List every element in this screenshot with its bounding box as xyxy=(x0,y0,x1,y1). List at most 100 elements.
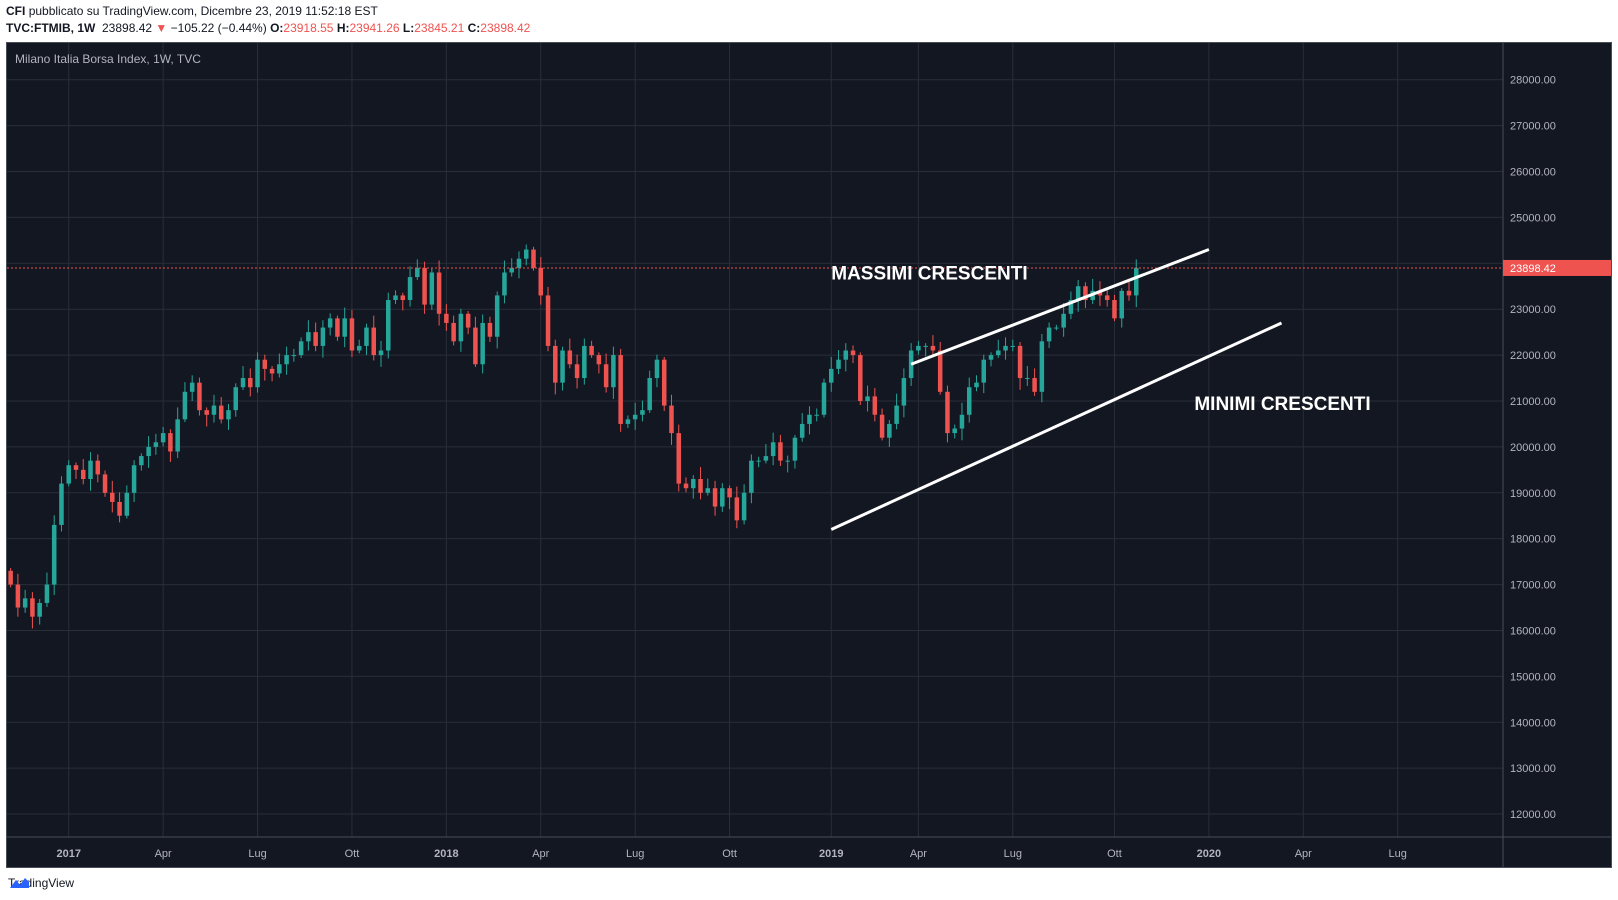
candle-body xyxy=(1134,267,1139,296)
candle-body xyxy=(923,345,928,347)
candle-body xyxy=(872,396,878,415)
candle-body xyxy=(393,295,398,301)
y-tick-label: 25000.00 xyxy=(1510,212,1556,224)
candle-body xyxy=(44,584,50,603)
tradingview-logo-icon xyxy=(10,878,29,888)
candle-body xyxy=(966,387,972,415)
x-tick-label: 2020 xyxy=(1197,848,1221,860)
candle-body xyxy=(320,327,326,346)
candle-body xyxy=(589,345,594,356)
candle-body xyxy=(131,465,137,493)
candle-body xyxy=(175,419,180,452)
x-tick-label: Apr xyxy=(1295,848,1312,860)
candle-body xyxy=(30,598,35,617)
candle-body xyxy=(734,497,740,521)
candle-body xyxy=(415,267,420,278)
publisher-name: CFI xyxy=(6,4,26,18)
candle-body xyxy=(66,465,71,484)
candle-body xyxy=(974,382,979,388)
candle-body xyxy=(356,345,362,351)
candle-body xyxy=(1010,345,1016,347)
candle-body xyxy=(298,341,304,356)
candle-body xyxy=(981,359,987,383)
candle-body xyxy=(444,313,449,323)
candle-body xyxy=(473,327,478,365)
candle-body xyxy=(553,345,558,383)
candle-body xyxy=(168,433,173,452)
chart-panel[interactable]: 28000.0027000.0026000.0025000.0024000.00… xyxy=(6,42,1612,868)
candle-body xyxy=(945,391,950,434)
y-tick-label: 28000.00 xyxy=(1510,75,1556,87)
last-price-tag-label: 23898.42 xyxy=(1510,263,1556,275)
candle-body xyxy=(306,332,311,342)
candle-body xyxy=(799,423,805,438)
y-tick-label: 17000.00 xyxy=(1510,580,1556,592)
candle-body xyxy=(669,405,674,434)
candle-body xyxy=(400,295,406,301)
candle-body xyxy=(720,488,725,507)
candle-body xyxy=(1119,290,1124,319)
candle-body xyxy=(1061,313,1066,328)
candle-body xyxy=(502,272,507,296)
upper-trendline[interactable] xyxy=(910,248,1210,366)
y-tick-label: 26000.00 xyxy=(1510,167,1556,179)
y-tick-label: 21000.00 xyxy=(1510,396,1556,408)
candle-body xyxy=(959,414,965,429)
candle-body xyxy=(712,488,718,507)
candle-body xyxy=(509,267,514,273)
candle-body xyxy=(792,437,798,461)
candle-body xyxy=(248,378,253,388)
candle-body xyxy=(1083,286,1088,301)
candle-body xyxy=(894,405,899,424)
lower-trendline[interactable] xyxy=(830,321,1283,531)
candle-body xyxy=(1017,345,1023,379)
candle-body xyxy=(8,570,13,585)
x-tick-label: Lug xyxy=(248,848,266,860)
candle-body xyxy=(378,350,384,356)
candle-body xyxy=(364,327,369,346)
x-tick-label: 2019 xyxy=(819,848,843,860)
candle-body xyxy=(182,391,188,420)
candle-body xyxy=(1068,300,1074,314)
candle-body xyxy=(596,355,602,365)
candle-body xyxy=(1032,378,1037,392)
candle-body xyxy=(836,359,841,369)
candle-body xyxy=(850,350,856,356)
candle-body xyxy=(1046,327,1052,342)
candle-body xyxy=(763,456,769,461)
candle-body xyxy=(335,318,340,337)
candle-body xyxy=(88,460,93,480)
candle-body xyxy=(676,433,681,484)
y-tick-label: 22000.00 xyxy=(1510,350,1556,362)
close-label: C: xyxy=(467,21,481,35)
candlestick-chart[interactable]: 28000.0027000.0026000.0025000.0024000.00… xyxy=(7,43,1611,867)
candle-body xyxy=(829,368,834,383)
candle-body xyxy=(1054,327,1059,329)
candle-body xyxy=(865,396,870,401)
candle-body xyxy=(611,355,616,388)
candle-body xyxy=(858,355,863,401)
candle-body xyxy=(269,368,275,374)
candle-body xyxy=(291,355,297,357)
candle-body xyxy=(422,267,427,305)
candle-body xyxy=(51,524,57,585)
candle-body xyxy=(887,423,892,438)
candle-body xyxy=(632,414,638,420)
ohlc-bar: TVC:FTMIB, 1W 23898.42 ▼ −105.22 (−0.44%… xyxy=(6,21,530,35)
candle-body xyxy=(451,322,456,342)
candle-body xyxy=(705,488,711,493)
ticker-label: TVC:FTMIB, 1W xyxy=(6,21,96,35)
close-value: 23898.42 xyxy=(480,21,531,35)
candle-body xyxy=(15,584,21,608)
footer-brand: TradingView xyxy=(8,876,74,890)
x-tick-label: 2017 xyxy=(56,848,80,860)
y-tick-label: 27000.00 xyxy=(1510,121,1556,133)
candle-body xyxy=(1003,345,1008,351)
candle-body xyxy=(313,332,318,346)
y-tick-label: 20000.00 xyxy=(1510,442,1556,454)
candle-body xyxy=(204,410,209,415)
candle-body xyxy=(277,364,282,374)
candle-body xyxy=(930,345,936,351)
low-value: 23845.21 xyxy=(414,21,465,35)
candle-body xyxy=(567,350,573,365)
